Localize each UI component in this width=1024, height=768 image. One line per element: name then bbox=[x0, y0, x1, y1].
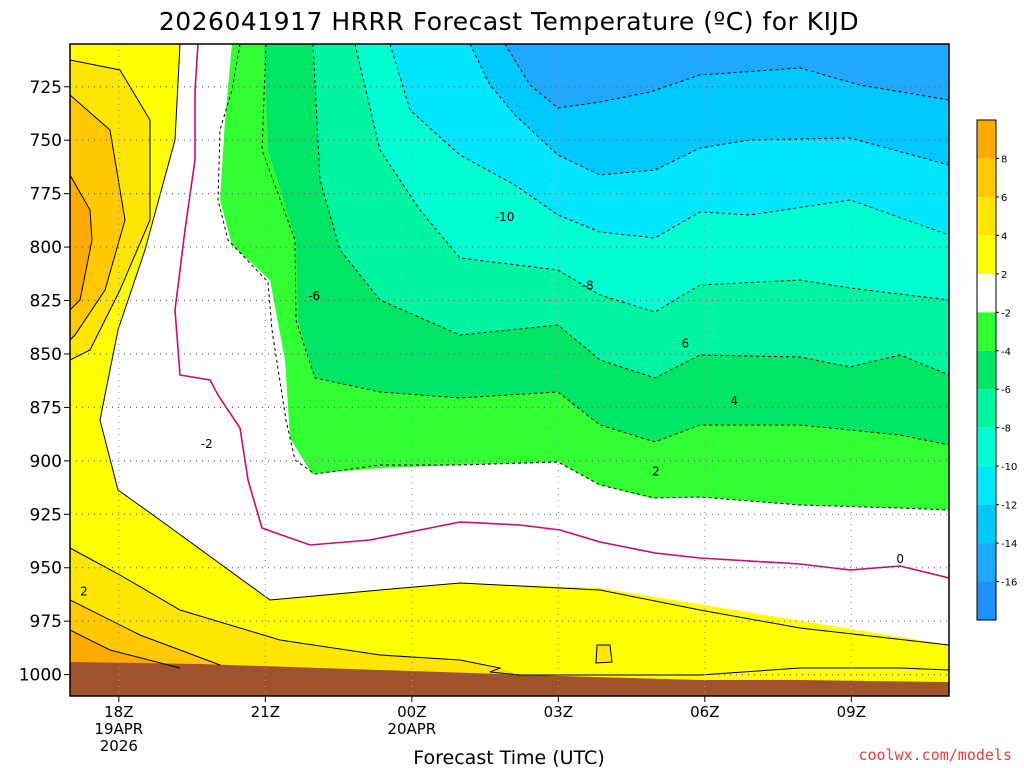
contour-0 bbox=[174, 44, 949, 579]
y-axis: 725 750 775 800 825 850 875 900 925 950 975 1000 bbox=[19, 78, 70, 686]
grid bbox=[70, 44, 949, 696]
colorbar-swatch bbox=[977, 120, 996, 159]
colorbar-swatch bbox=[977, 504, 996, 544]
colorbar-swatch bbox=[977, 427, 996, 467]
contour-label: 0 bbox=[896, 552, 904, 566]
contour-label: -10 bbox=[495, 210, 515, 224]
colorbar-label: -12 bbox=[1001, 501, 1017, 512]
contour-label: 4 bbox=[730, 394, 738, 408]
colorbar-label: 4 bbox=[1001, 231, 1007, 242]
colorbar-label: -14 bbox=[1001, 539, 1017, 550]
x-tick-sublabel: 19APR bbox=[94, 720, 143, 738]
contour-label: 2 bbox=[652, 465, 660, 479]
colorbar-label: -8 bbox=[1001, 424, 1011, 435]
colorbar-swatch bbox=[977, 543, 996, 582]
y-tick-label: 750 bbox=[30, 131, 62, 151]
plot-frame bbox=[69, 43, 950, 697]
colorbar-swatch bbox=[977, 389, 996, 428]
x-tick-sublabel: 2026 bbox=[100, 737, 138, 755]
colorbar-label: -16 bbox=[1001, 578, 1017, 589]
x-axis-label: Forecast Time (UTC) bbox=[413, 747, 604, 768]
credit-text: coolwx.com/models bbox=[858, 746, 1012, 764]
x-tick-sublabel: 20APR bbox=[387, 720, 436, 738]
y-tick-label: 825 bbox=[30, 292, 62, 312]
y-tick-label: 800 bbox=[30, 238, 62, 258]
colorbar-label: -10 bbox=[1001, 462, 1017, 473]
y-tick-label: 725 bbox=[30, 78, 62, 98]
contour-label: -2 bbox=[201, 437, 213, 451]
contour-labels: -10 -8 -6 6 4 -2 2 0 2 bbox=[80, 210, 904, 598]
y-tick-label: 975 bbox=[30, 612, 62, 632]
contour-label: 2 bbox=[80, 584, 88, 598]
colorbar-swatch bbox=[977, 196, 996, 236]
colorbar-swatch bbox=[977, 350, 996, 390]
contour-label: -6 bbox=[308, 289, 320, 303]
colorbar-label: 2 bbox=[1001, 270, 1007, 281]
contour-label: -8 bbox=[582, 279, 594, 293]
x-tick-label: 21Z bbox=[251, 703, 280, 721]
colorbar-swatch bbox=[977, 312, 996, 351]
colorbar-swatch bbox=[977, 235, 996, 274]
x-tick-label: 03Z bbox=[544, 703, 573, 721]
x-tick-label: 18Z bbox=[104, 703, 133, 721]
colorbar-swatch bbox=[977, 466, 996, 505]
y-tick-label: 850 bbox=[30, 345, 62, 365]
colorbar-swatch bbox=[977, 273, 996, 313]
x-tick-label: 09Z bbox=[837, 703, 866, 721]
y-tick-label: 950 bbox=[30, 559, 62, 579]
y-tick-label: 1000 bbox=[19, 666, 62, 686]
x-tick-label: 00Z bbox=[397, 703, 426, 721]
x-tick-label: 06Z bbox=[690, 703, 719, 721]
colorbar-label: 6 bbox=[1001, 193, 1007, 204]
y-tick-label: 900 bbox=[30, 452, 62, 472]
temperature-fill bbox=[70, 44, 949, 696]
colorbar-swatch bbox=[977, 581, 996, 620]
colorbar-label: 8 bbox=[1001, 154, 1007, 165]
colorbar-label: -6 bbox=[1001, 385, 1011, 396]
y-tick-label: 875 bbox=[30, 398, 62, 418]
colorbar-swatch bbox=[977, 158, 996, 197]
contour-label: 6 bbox=[681, 336, 689, 350]
chart-title: 2026041917 HRRR Forecast Temperature (ºC… bbox=[159, 7, 859, 36]
y-tick-label: 775 bbox=[30, 185, 62, 205]
contour-lines bbox=[70, 44, 949, 676]
colorbar-label: -4 bbox=[1001, 347, 1011, 358]
colorbar: -16 -14 -12 -10 -8 -6 -4 -2 2 4 6 8 bbox=[976, 119, 1017, 621]
y-tick-label: 925 bbox=[30, 505, 62, 525]
colorbar-frame bbox=[976, 119, 997, 621]
colorbar-label: -2 bbox=[1001, 308, 1011, 319]
